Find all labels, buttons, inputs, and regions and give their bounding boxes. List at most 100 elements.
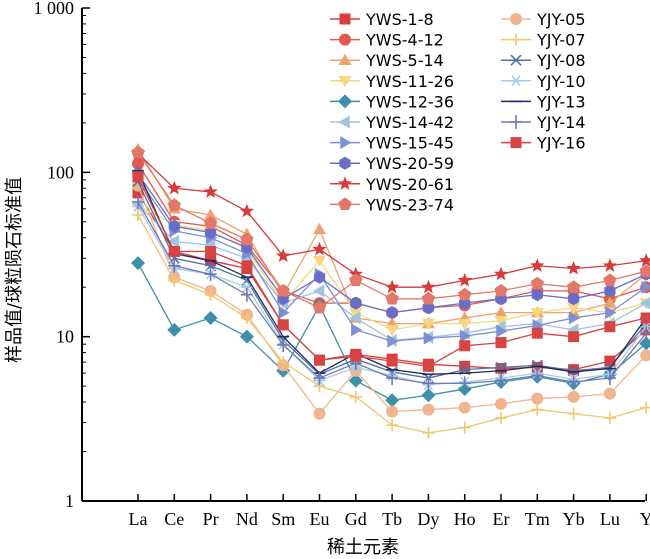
data-point-yjy-16 (205, 245, 217, 257)
data-point-yws-23-74 (385, 291, 399, 305)
data-point-yws-20-61 (276, 248, 291, 262)
data-point-yws-20-61 (239, 203, 255, 218)
legend-label: YWS-20-61 (365, 175, 454, 194)
data-point-yws-15-45 (387, 334, 399, 348)
data-point-yws-20-61 (421, 279, 436, 294)
data-point-yws-20-61 (639, 253, 650, 267)
data-point-yws-20-59 (204, 226, 217, 240)
plot-area: 1 10 100 1 000 La Ce Pr Nd Sm Eu Gd Tb Dy Ho Er Tm Yb Lu… (34, 0, 650, 529)
data-point-yws-20-59 (386, 306, 398, 320)
data-point-yws-14-42 (167, 234, 180, 248)
data-point-yjy-16 (241, 260, 253, 272)
data-point-yws-15-45 (351, 323, 363, 337)
data-point-yjy-14 (386, 371, 399, 386)
data-point-yjy-14 (422, 376, 435, 391)
legend-label: YWS-11-26 (365, 72, 454, 91)
legend-marker (510, 13, 522, 25)
legend-label: YJY-05 (536, 10, 586, 29)
data-point-yws-20-59 (168, 219, 180, 233)
data-point-yjy-16 (604, 321, 616, 333)
series-yws-23-74 (131, 145, 650, 314)
x-tick-label-lu: Lu (600, 509, 620, 529)
data-point-yws-11-26 (349, 307, 363, 320)
data-point-yjy-07 (386, 419, 399, 432)
data-point-yjy-14 (132, 194, 144, 209)
legend-marker (339, 13, 351, 25)
legend-item-yjy-10: YJY-10 (501, 72, 586, 91)
data-point-yjy-05 (458, 401, 471, 414)
data-point-yjy-14 (204, 267, 217, 282)
y-tick-label: 10 (56, 327, 74, 347)
data-point-yjy-05 (531, 392, 544, 405)
data-point-yjy-16 (168, 245, 180, 257)
data-point-yjy-07 (277, 356, 290, 369)
data-point-yjy-14 (495, 373, 507, 388)
data-point-yws-23-74 (131, 145, 145, 159)
x-tick-label-eu: Eu (310, 509, 330, 529)
data-point-yjy-07 (531, 403, 544, 416)
data-point-yjy-14 (640, 326, 650, 341)
legend-label: YJY-14 (536, 113, 586, 132)
legend-label: YJY-10 (536, 72, 586, 91)
data-point-yws-11-26 (313, 255, 326, 268)
data-point-yws-1-8 (132, 187, 144, 199)
data-point-yws-12-36 (239, 329, 254, 344)
data-point-yws-15-45 (459, 329, 472, 343)
data-point-yjy-10 (240, 281, 253, 293)
legend-marker (339, 156, 351, 170)
data-point-yjy-07 (132, 209, 144, 221)
data-point-yws-20-61 (530, 258, 545, 272)
data-point-yws-15-45 (423, 331, 435, 345)
x-tick-label-pr: Pr (203, 509, 219, 529)
x-tick-label-nd: Nd (236, 509, 258, 529)
data-point-yjy-16 (314, 354, 325, 366)
data-point-yws-20-61 (566, 260, 581, 275)
data-point-yjy-07 (168, 274, 181, 287)
data-point-yws-20-61 (384, 279, 400, 294)
data-point-yjy-16 (350, 350, 362, 362)
data-point-yws-23-74 (639, 264, 650, 277)
series-yjy-16 (132, 171, 650, 372)
legend-item-yws-23-74: YWS-23-74 (330, 195, 454, 214)
data-point-yjy-14 (603, 371, 616, 386)
legend-label: YWS-5-14 (365, 51, 444, 70)
legend-marker (338, 197, 352, 211)
legend-marker (338, 76, 352, 88)
data-point-yws-14-42 (639, 297, 650, 310)
data-point-yws-20-59 (350, 296, 362, 310)
x-tick-label-gd: Gd (345, 509, 367, 529)
data-point-yjy-07 (567, 407, 580, 420)
data-point-yjy-14 (277, 337, 290, 352)
legend-label: YJY-16 (536, 134, 586, 153)
legend-marker (510, 115, 522, 129)
data-point-yjy-05 (603, 387, 616, 400)
data-point-yws-20-61 (493, 266, 509, 281)
data-point-yws-12-36 (131, 256, 145, 271)
legend-marker (339, 33, 351, 46)
x-tick-label-er: Er (493, 509, 510, 529)
series-yjy-05 (132, 179, 650, 420)
data-point-yjy-16 (531, 327, 543, 339)
legend-item-yjy-16: YJY-16 (501, 134, 586, 153)
data-point-yws-14-42 (349, 311, 361, 325)
data-point-yws-20-61 (203, 184, 218, 198)
data-point-yjy-16 (277, 319, 289, 331)
data-point-yws-15-45 (568, 311, 581, 325)
legend-item-yjy-14: YJY-14 (501, 113, 586, 132)
data-point-yws-14-42 (313, 284, 325, 298)
data-point-yws-12-36 (385, 393, 400, 408)
legend-label: YWS-1-8 (365, 10, 434, 29)
data-point-yjy-16 (459, 340, 471, 352)
data-point-yjy-07 (640, 401, 650, 414)
legend-item-yws-15-45: YWS-15-45 (330, 134, 454, 153)
legend-item-yjy-05: YJY-05 (501, 10, 586, 29)
x-tick-label-y: Y (640, 509, 650, 529)
legend-item-yjy-13: YJY-13 (501, 92, 586, 111)
legend-label: YWS-23-74 (365, 195, 454, 214)
data-point-yws-20-59 (422, 301, 435, 315)
data-point-yws-23-74 (349, 273, 363, 287)
data-point-yjy-07 (349, 390, 362, 403)
data-point-yws-5-14 (494, 306, 508, 318)
data-point-yjy-14 (313, 371, 326, 386)
x-tick-label-tm: Tm (525, 509, 550, 529)
